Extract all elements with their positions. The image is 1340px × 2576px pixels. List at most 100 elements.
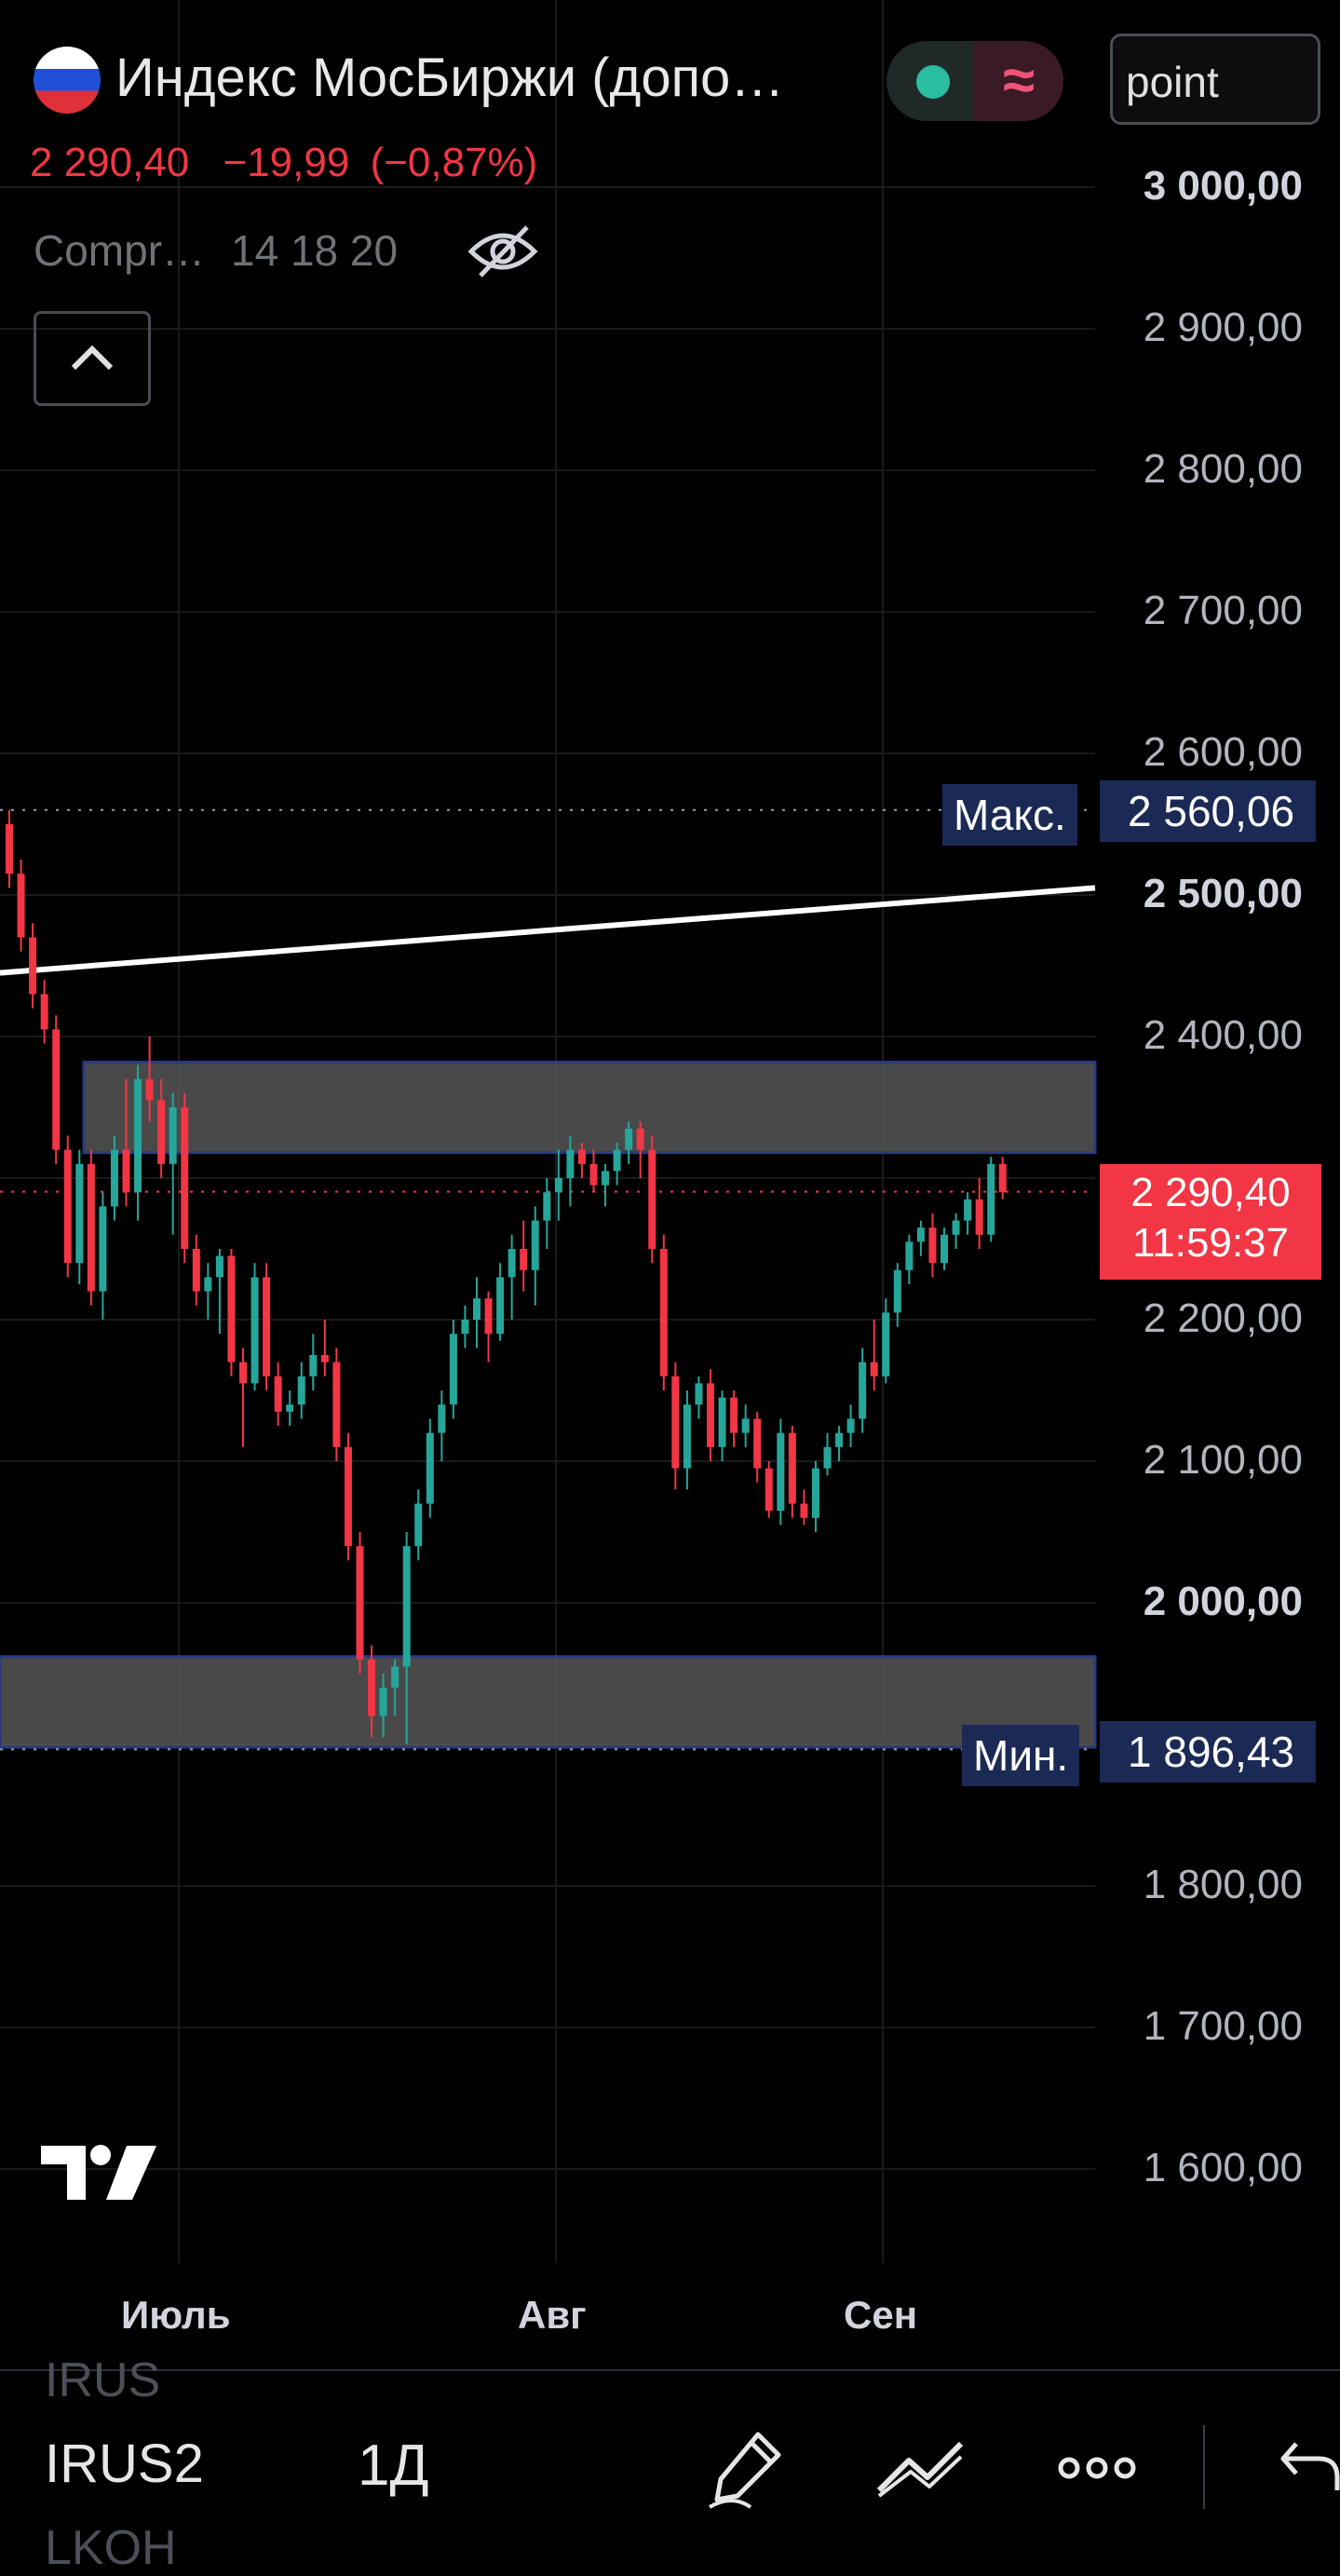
candle-body — [788, 1432, 796, 1504]
candle — [998, 1157, 1007, 1200]
price-zone — [0, 1655, 1097, 1749]
pencil-icon[interactable] — [704, 2427, 788, 2511]
candle-body — [52, 1029, 61, 1150]
candle-body — [987, 1163, 995, 1235]
candle — [823, 1432, 832, 1476]
candle-body — [297, 1376, 305, 1405]
candle-body — [508, 1249, 516, 1278]
price-axis-label: 2 800,00 — [1143, 446, 1303, 492]
candle — [227, 1249, 236, 1376]
candle-body — [309, 1355, 318, 1376]
candle-body — [110, 1149, 118, 1207]
candle-body — [87, 1163, 95, 1292]
toolbar-divider — [1203, 2425, 1205, 2509]
candle — [473, 1277, 481, 1349]
candle-body — [811, 1468, 819, 1518]
candle — [554, 1149, 562, 1221]
candle-body — [566, 1149, 575, 1178]
candle — [531, 1206, 539, 1306]
chevron-up-icon — [71, 345, 114, 371]
candle — [811, 1461, 819, 1532]
candle-body — [602, 1171, 610, 1186]
candle-body — [941, 1234, 948, 1264]
eye-off-icon[interactable] — [466, 222, 540, 281]
candle-body — [29, 937, 37, 995]
price-axis-label: 2 000,00 — [1143, 1579, 1303, 1624]
candle — [659, 1234, 668, 1390]
candle-body — [192, 1249, 200, 1292]
price-axis-label: 1 800,00 — [1143, 1862, 1303, 1907]
candle-body — [391, 1666, 399, 1688]
time-label-aug: Авг — [518, 2293, 587, 2337]
candle — [274, 1362, 282, 1426]
next-symbol[interactable]: LKOH — [45, 2521, 177, 2575]
symbol-selector[interactable]: IRUS2 — [45, 2434, 204, 2494]
candle-body — [134, 1078, 142, 1193]
candle-body — [250, 1277, 259, 1384]
candle — [99, 1192, 107, 1320]
candle — [17, 860, 25, 952]
current-price-tag: 2 290,40 11:59:37 — [1100, 1164, 1321, 1280]
candle — [344, 1432, 352, 1561]
candle — [426, 1418, 434, 1518]
bar-countdown: 11:59:37 — [1131, 1220, 1289, 1266]
candle — [777, 1418, 785, 1525]
candle-body — [613, 1149, 621, 1172]
indicator-legend[interactable]: Compr… 14 18 20 — [34, 225, 398, 276]
candle-body — [356, 1546, 364, 1660]
candle — [905, 1234, 914, 1284]
candle-body — [320, 1355, 329, 1363]
candle — [332, 1348, 341, 1461]
candle-body — [765, 1468, 773, 1512]
candle — [286, 1390, 294, 1426]
candles — [6, 809, 1007, 1744]
candle-body — [671, 1376, 680, 1469]
candle-body — [263, 1277, 271, 1376]
candle-body — [777, 1432, 785, 1512]
candle-body — [928, 1227, 937, 1264]
candle-body — [952, 1220, 960, 1235]
symbol-title[interactable]: Индекс МосБиржи (допо… — [115, 47, 785, 108]
candle — [577, 1143, 586, 1178]
candle — [414, 1489, 423, 1561]
candle-body — [181, 1107, 189, 1249]
candle-body — [169, 1107, 177, 1164]
candle — [730, 1390, 738, 1447]
candle-body — [730, 1397, 738, 1433]
candle-body — [707, 1383, 714, 1447]
time-label-sep: Сен — [844, 2293, 918, 2337]
candle-body — [17, 874, 25, 938]
trend-line-icon[interactable] — [873, 2434, 967, 2503]
candle — [204, 1263, 212, 1320]
candle-body — [473, 1298, 481, 1320]
candle — [671, 1362, 680, 1490]
price-axis-label: 2 700,00 — [1143, 588, 1303, 633]
candle — [438, 1390, 446, 1461]
candle-body — [589, 1163, 598, 1186]
candle-body — [520, 1249, 528, 1270]
change-percent: (−0,87%) — [370, 140, 538, 185]
candle-body — [204, 1277, 212, 1292]
candle — [870, 1320, 878, 1390]
point-input[interactable]: point — [1110, 34, 1320, 125]
undo-icon[interactable] — [1278, 2436, 1340, 2494]
candle-body — [800, 1503, 808, 1518]
more-icon[interactable] — [1058, 2449, 1136, 2487]
candle-body — [753, 1418, 762, 1469]
prev-symbol[interactable]: IRUS — [45, 2353, 161, 2407]
candle-body — [99, 1206, 107, 1292]
status-dot-icon — [916, 65, 950, 99]
candle — [379, 1674, 387, 1738]
tradingview-logo-icon[interactable] — [39, 2142, 160, 2203]
min-value: 1 896,43 — [1100, 1721, 1316, 1783]
collapse-legend-button[interactable] — [34, 311, 151, 406]
realtime-toggle[interactable]: ≈ — [887, 41, 1063, 121]
price-chart[interactable] — [0, 0, 1340, 2272]
timeframe-selector[interactable]: 1Д — [358, 2434, 429, 2498]
candle-body — [998, 1163, 1007, 1193]
price-axis-label: 2 500,00 — [1143, 871, 1303, 916]
candle — [320, 1320, 329, 1376]
candle — [718, 1390, 726, 1461]
candle — [846, 1404, 855, 1447]
candle-body — [823, 1446, 832, 1469]
